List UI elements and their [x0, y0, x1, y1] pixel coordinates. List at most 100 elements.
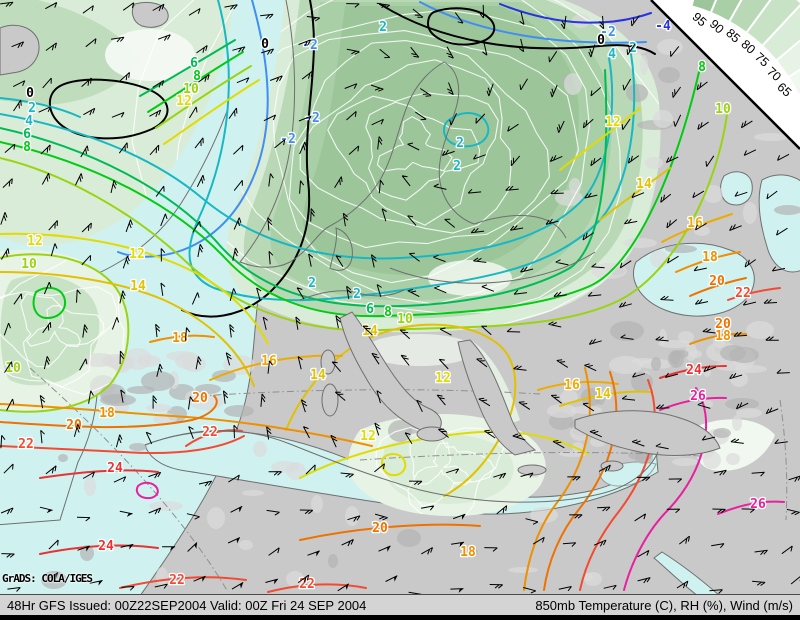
contour-label: 2	[308, 276, 316, 291]
contour-label: 6	[366, 302, 374, 317]
temp-contour-0	[426, 7, 496, 46]
contour-label: 12	[176, 94, 192, 109]
contour-label: 12	[27, 234, 43, 249]
contour-label: 26	[690, 389, 706, 404]
temp-contour-12	[0, 232, 269, 345]
temp-contour-22	[267, 583, 367, 593]
contour-label: 14	[310, 368, 326, 383]
contour-label: 2	[453, 159, 461, 174]
contour-label: 16	[564, 378, 580, 393]
contour-label: -2	[304, 111, 320, 126]
temp-contour-22	[0, 435, 245, 455]
temp-contour-12	[559, 107, 641, 171]
contour-label: 18	[99, 406, 115, 421]
temp-contour-12	[163, 79, 260, 145]
contour-label: 22	[202, 425, 218, 440]
temp-contour-8	[147, 51, 244, 113]
temp-contour-18	[0, 403, 373, 447]
contour-label: 12	[360, 429, 376, 444]
contour-label: 10	[21, 257, 37, 272]
contour-label: 18	[460, 545, 476, 560]
contour-label: 0	[261, 37, 269, 52]
temp-contour-14	[599, 167, 671, 221]
contour-label: 20	[192, 391, 208, 406]
contour-label: 22	[18, 437, 34, 452]
contour-label: 6	[190, 56, 198, 71]
temp-contour-16	[537, 381, 619, 391]
contour-label: 20	[372, 521, 388, 536]
corner-diagonal	[650, 0, 800, 150]
contour-label: 2	[379, 20, 387, 35]
contour-label: 20	[715, 317, 731, 332]
contour-label: 10	[183, 82, 199, 97]
contour-labels: -4-2-2-2-2000222222244666888810101010101…	[4, 18, 767, 594]
temp-contour-0	[379, 3, 656, 55]
contour-label: 0	[597, 33, 605, 48]
contour-label: 12	[435, 371, 451, 386]
contour-label: 20	[709, 274, 725, 289]
status-issued-valid: 48Hr GFS Issued: 00Z22SEP2004 Valid: 00Z…	[7, 597, 367, 613]
contour-label: -2	[280, 132, 296, 147]
contour-label: 8	[384, 305, 392, 320]
temp-contour-22	[727, 287, 781, 301]
temp-contour-24	[39, 544, 159, 555]
coastlines	[0, 0, 721, 503]
contour-label: 2	[629, 41, 637, 56]
temp-contour-8	[0, 71, 700, 318]
temp-contour-6	[0, 69, 608, 308]
contour-label: 12	[129, 247, 145, 262]
temp-contour-4	[0, 57, 614, 260]
red-sea	[653, 551, 719, 594]
temp-contour-18	[689, 332, 747, 345]
contour-label: 22	[735, 286, 751, 301]
contour-label: 10	[5, 361, 21, 376]
temp-contour-18	[523, 367, 591, 591]
temp-contour-22	[185, 429, 243, 447]
contour-label: 24	[686, 363, 702, 378]
contour-label: 4	[608, 47, 616, 62]
contour-label: 10	[397, 312, 413, 327]
grads-credit: GrADS: COLA/IGES	[2, 572, 93, 585]
temp-contour-10	[155, 65, 252, 129]
contour-label: 12	[605, 115, 621, 130]
temp-contour-26	[623, 387, 707, 591]
temp-contour-0	[181, 0, 315, 318]
contour-label: 10	[715, 102, 731, 117]
contour-label: 0	[26, 86, 34, 101]
contour-label: 14	[362, 324, 378, 339]
map-canvas: -4 -2 -2 -2 -2 0 0 0 2 2 2 2 2 2 2 4 4 6 6 6 8 8 8 8 10 10 10 10 10 1…	[0, 0, 800, 594]
temp-contour-14	[0, 271, 255, 387]
bottom-strip	[0, 615, 800, 620]
contour-label: 16	[687, 216, 703, 231]
temp-contour-20	[0, 395, 218, 429]
contour-label: 24	[98, 539, 114, 554]
contour-label: 18	[715, 329, 731, 344]
contour-label: 22	[169, 573, 185, 588]
contour-label: 24	[107, 461, 123, 476]
temp-contour-18	[675, 251, 741, 273]
temp-contour-22	[119, 576, 247, 589]
contour-label: 20	[66, 418, 82, 433]
contour-label: 8	[23, 140, 31, 155]
temp-contour-2	[188, 0, 636, 302]
temp-contour-12	[299, 430, 589, 479]
contour-label: 14	[130, 279, 146, 294]
contour-label: -4	[655, 19, 671, 34]
contour-label: 14	[636, 177, 652, 192]
contour-label: 8	[698, 60, 706, 75]
status-bar: 48Hr GFS Issued: 00Z22SEP2004 Valid: 00Z…	[0, 594, 800, 615]
temp-contour-10	[0, 113, 728, 332]
temp-contour-24	[39, 469, 159, 479]
contour-label: 26	[750, 497, 766, 512]
temp-contour-26	[717, 500, 785, 515]
contour-label: 6	[23, 127, 31, 142]
status-product-label: 850mb Temperature (C), RH (%), Wind (m/s…	[535, 597, 793, 613]
temp-contour-26	[135, 481, 159, 500]
caspian-nw	[720, 171, 753, 206]
temp-contour-20	[689, 277, 747, 297]
contour-label: 2	[28, 101, 36, 116]
temp-contour--2	[419, 1, 647, 44]
contour-label: 2	[353, 287, 361, 302]
